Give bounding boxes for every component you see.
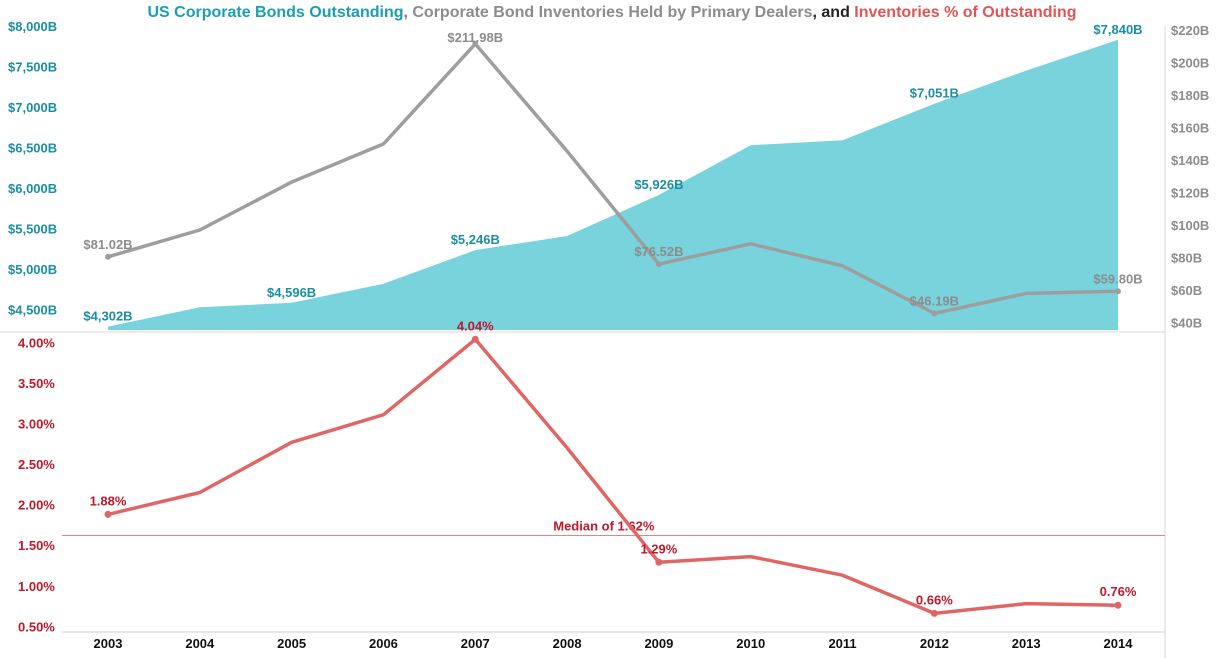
inventories-value-label: $81.02B [83, 237, 132, 252]
pct-value-label: 0.66% [916, 592, 953, 607]
right-axis-tick: $220B [1171, 23, 1209, 38]
pct-axis-tick: 2.50% [18, 457, 55, 472]
inventories-point [1115, 288, 1121, 295]
pct-axis-tick: 3.00% [18, 417, 55, 432]
x-axis-tick: 2012 [920, 636, 949, 651]
title-percent: Inventories % of Outstanding [854, 4, 1077, 21]
median-label: Median of 1.62% [553, 519, 655, 534]
x-axis-tick: 2013 [1012, 636, 1041, 651]
outstanding-value-label: $7,840B [1093, 22, 1142, 37]
x-axis-tick: 2004 [185, 636, 215, 651]
inventories-value-label: $59.80B [1093, 271, 1142, 286]
right-axis-tick: $120B [1171, 185, 1209, 200]
inventories-value-label: $76.52B [634, 244, 683, 259]
pct-point [471, 335, 479, 343]
outstanding-value-label: $4,302B [83, 309, 132, 324]
inventories-value-label: $211.98B [447, 30, 503, 45]
x-axis-tick: 2009 [644, 636, 673, 651]
right-axis-tick: $200B [1171, 55, 1209, 70]
inventories-point [105, 253, 111, 260]
chart-title: US Corporate Bonds Outstanding, Corporat… [0, 4, 1224, 22]
outstanding-value-label: $5,246B [451, 232, 500, 247]
title-sep-2: , and [812, 4, 855, 21]
title-outstanding: US Corporate Bonds Outstanding [147, 4, 404, 21]
pct-line [107, 337, 1119, 616]
x-axis-tick: 2006 [369, 636, 398, 651]
left-axis-tick: $4,500B [8, 303, 57, 318]
pct-value-label: 1.29% [640, 541, 677, 556]
pct-axis-tick: 3.50% [18, 376, 55, 391]
right-axis-tick: $40B [1171, 315, 1202, 330]
x-axis-tick: 2014 [1104, 636, 1134, 651]
pct-point [104, 510, 112, 518]
x-axis-tick: 2010 [736, 636, 765, 651]
pct-point [1114, 601, 1122, 609]
x-axis-tick: 2005 [277, 636, 306, 651]
title-inventories: Corporate Bond Inventories Held by Prima… [412, 4, 813, 21]
pct-axis-tick: 2.00% [18, 498, 55, 513]
pct-point [930, 609, 938, 617]
pct-value-label: 1.88% [90, 493, 127, 508]
left-axis-tick: $6,500B [8, 140, 57, 155]
x-axis-tick: 2011 [828, 636, 856, 651]
x-axis-tick: 2003 [94, 636, 123, 651]
outstanding-value-label: $5,926B [634, 177, 683, 192]
x-axis-tick: 2008 [553, 636, 582, 651]
left-axis-tick: $7,500B [8, 59, 57, 74]
inventories-point [472, 40, 479, 47]
left-axis-tick: $5,500B [8, 221, 57, 236]
inventories-line [107, 42, 1119, 316]
pct-axis-tick: 4.00% [18, 336, 55, 351]
right-axis-tick: $80B [1171, 250, 1202, 265]
inventories-point [931, 310, 938, 317]
left-axis-tick: $7,000B [8, 100, 57, 115]
right-axis-tick: $180B [1171, 88, 1209, 103]
outstanding-value-label: $7,051B [910, 86, 959, 101]
pct-point [655, 558, 663, 566]
right-axis-tick: $140B [1171, 153, 1209, 168]
outstanding-value-label: $4,596B [267, 285, 316, 300]
inventories-point [655, 261, 662, 268]
inventories-value-label: $46.19B [910, 293, 959, 308]
x-axis-tick: 2007 [461, 636, 490, 651]
left-axis-tick: $5,000B [8, 262, 57, 277]
right-axis-tick: $100B [1171, 218, 1209, 233]
pct-axis-tick: 0.50% [18, 619, 55, 634]
title-sep-1: , [403, 4, 413, 21]
right-axis-tick: $60B [1171, 283, 1202, 298]
right-axis-tick: $160B [1171, 120, 1209, 135]
left-axis-tick: $6,000B [8, 181, 57, 196]
left-axis-tick: $8,000B [8, 19, 57, 34]
pct-axis-tick: 1.00% [18, 579, 55, 594]
pct-value-label: 0.76% [1100, 584, 1137, 599]
pct-value-label: 4.04% [457, 318, 494, 333]
pct-axis-tick: 1.50% [18, 538, 55, 553]
outstanding-area [108, 39, 1118, 331]
